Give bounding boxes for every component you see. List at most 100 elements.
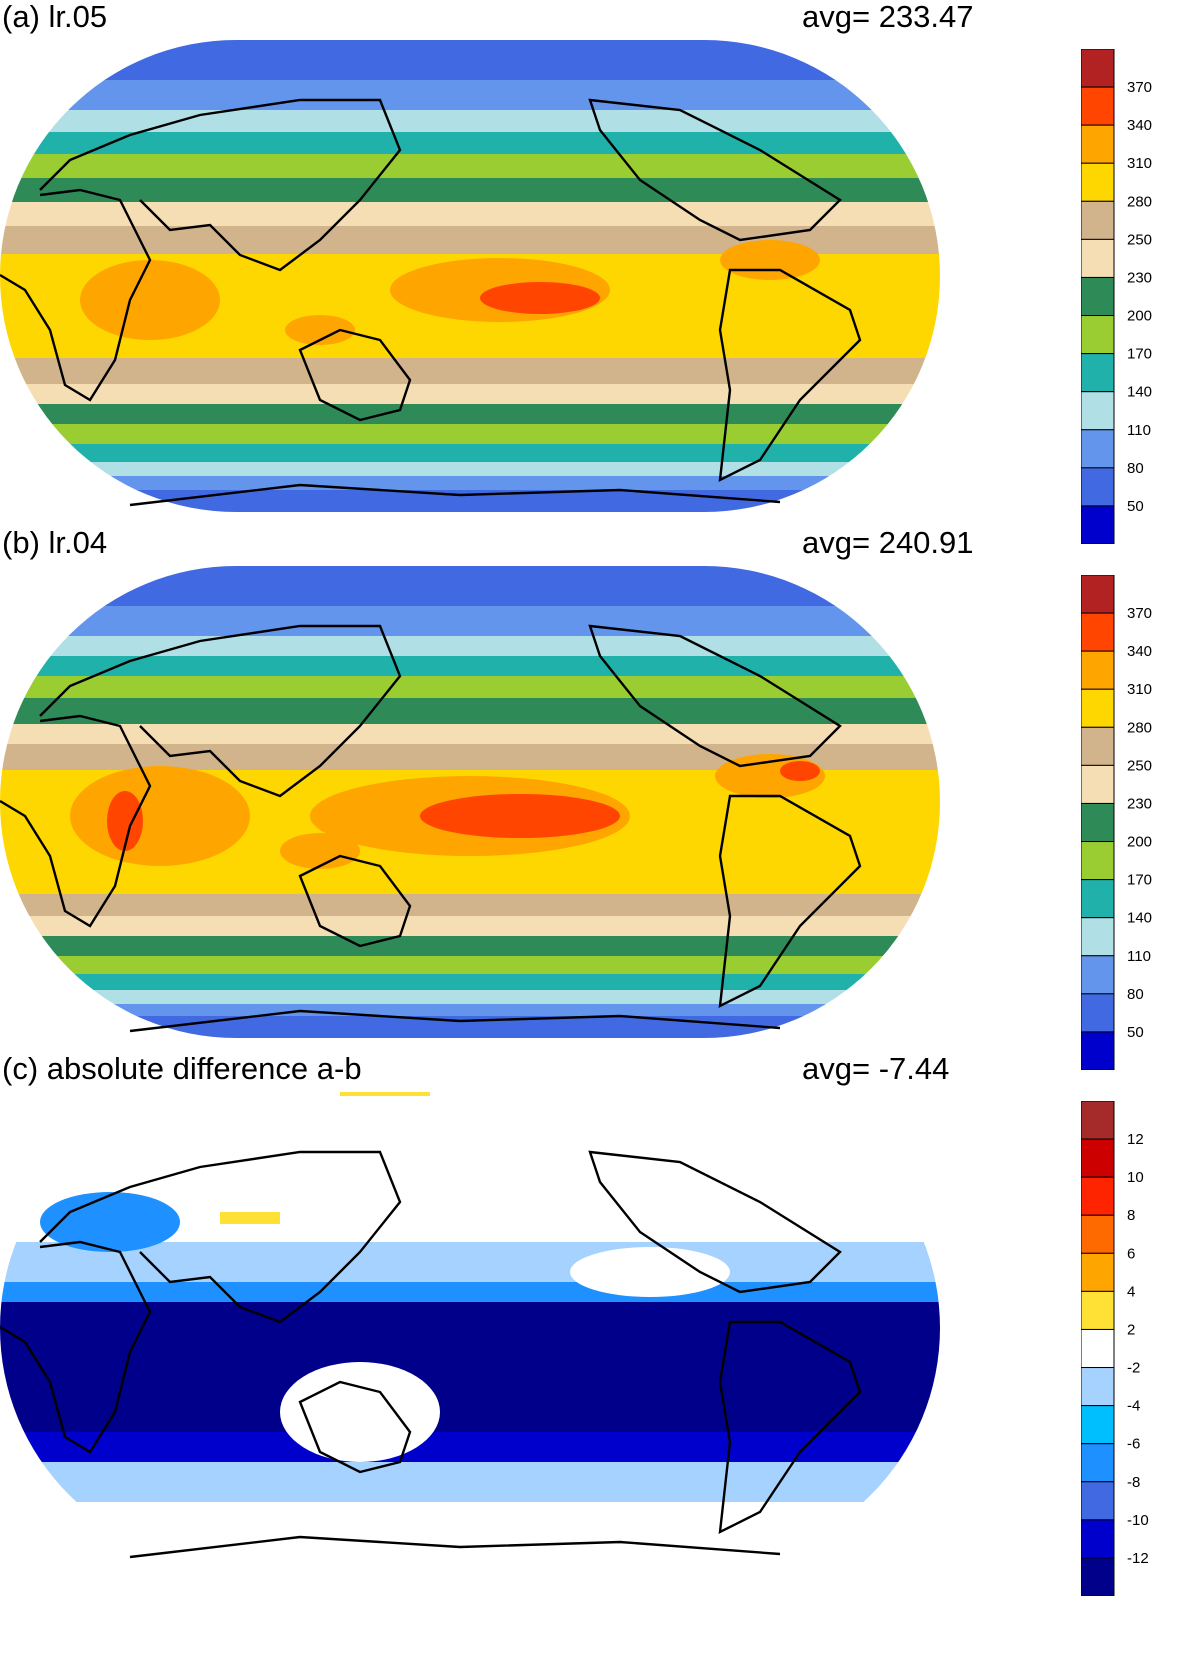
warm-pool-caribbean <box>720 240 820 280</box>
colorbar-swatch <box>1081 238 1115 278</box>
colorbar-swatch <box>1081 841 1115 881</box>
band-200-north <box>0 178 940 202</box>
band-110-south <box>0 462 940 476</box>
colorbar-swatch <box>1081 1290 1115 1330</box>
eurasia-coast <box>39 98 402 272</box>
colorbar-ticks: 12 10 8 6 4 2 -2 -4 -6 -8 -10 -12 <box>1127 1131 1149 1567</box>
colorbar-tick-label: 50 <box>1127 498 1144 515</box>
band-140-north <box>0 132 940 154</box>
colorbar-tick-label: 280 <box>1127 719 1152 736</box>
colorbar-swatch <box>1081 1443 1115 1483</box>
band-170-south <box>0 424 940 444</box>
colorbar-tick-label: 6 <box>1127 1245 1135 1262</box>
colorbar: 370 340 310 280 250 230 200 170 140 110 80 50 <box>1081 575 1152 1070</box>
colorbar-tick-label: -10 <box>1127 1512 1149 1529</box>
colorbar: 370 340 310 280 250 230 200 170 140 110 80 50 <box>1081 49 1152 544</box>
band-80-south <box>0 476 940 490</box>
colorbar-tick-label: 250 <box>1127 757 1152 774</box>
colorbar-tick-label: 12 <box>1127 1131 1144 1148</box>
colorbar-swatch <box>1081 650 1115 690</box>
colorbar-tick-label: 50 <box>1127 1024 1144 1041</box>
colorbar-swatch <box>1081 86 1115 126</box>
colorbar-tick-label: -6 <box>1127 1436 1140 1453</box>
colorbar-tick-label: 8 <box>1127 1207 1135 1224</box>
colorbar-tick-label: 370 <box>1127 605 1152 622</box>
colorbar-tick-label: 80 <box>1127 460 1144 477</box>
panel-title: (a) lr.05 <box>2 0 108 34</box>
colorbar-swatches <box>1081 49 1115 544</box>
warm-pool-indian <box>80 260 220 340</box>
panel-b: (b) lr.04 avg= 240.91 <box>0 526 1188 1085</box>
colorbar-swatch <box>1081 1101 1115 1140</box>
colorbar-swatch <box>1081 1519 1115 1559</box>
panel-a: (a) lr.05 avg= 233.47 <box>0 0 1188 559</box>
colorbar-tick-label: 80 <box>1127 986 1144 1003</box>
colorbar-swatch <box>1081 429 1115 469</box>
colorbar-tick-label: 2 <box>1127 1321 1135 1338</box>
colorbar-tick-label: 370 <box>1127 79 1152 96</box>
colorbar-swatch <box>1081 315 1115 355</box>
colorbar-tick-label: 230 <box>1127 795 1152 812</box>
colorbar-tick-label: 230 <box>1127 269 1152 286</box>
colorbar-tick-label: 310 <box>1127 155 1152 172</box>
panel-title: (c) absolute difference a-b <box>2 1051 362 1086</box>
colorbar-tick-label: 200 <box>1127 308 1152 325</box>
colorbar-swatch <box>1081 1214 1115 1254</box>
colorbar-tick-label: 280 <box>1127 193 1152 210</box>
colorbar-swatch <box>1081 124 1115 164</box>
band-110-north <box>0 110 940 132</box>
colorbar-tick-label: 10 <box>1127 1169 1144 1186</box>
colorbar-swatch <box>1081 1138 1115 1178</box>
colorbar-tick-label: 170 <box>1127 346 1152 363</box>
colorbar-swatch <box>1081 879 1115 919</box>
colorbar-swatch <box>1081 1481 1115 1521</box>
colorbar-swatch <box>1081 353 1115 393</box>
colorbar-ticks: 370 340 310 280 250 230 200 170 140 110 80 50 <box>1127 79 1152 515</box>
panel-average: avg= 240.91 <box>802 525 974 560</box>
colorbar-swatch <box>1081 726 1115 766</box>
colorbar-tick-label: 140 <box>1127 384 1152 401</box>
colorbar-swatch <box>1081 955 1115 995</box>
colorbar-swatch <box>1081 467 1115 507</box>
colorbar-swatches <box>1081 575 1115 1070</box>
colorbar-swatch <box>1081 391 1115 431</box>
warm-core-pacific <box>480 282 600 314</box>
band-polar-north <box>0 40 940 80</box>
africa-coast <box>0 188 152 402</box>
panel-title: (b) lr.04 <box>2 525 108 560</box>
colorbar-swatch <box>1081 49 1115 88</box>
colorbar-swatch <box>1081 162 1115 202</box>
colorbar-swatch <box>1081 1367 1115 1407</box>
colorbar-ticks: 370 340 310 280 250 230 200 170 140 110 80 50 <box>1127 605 1152 1041</box>
map-lr05 <box>0 40 940 512</box>
australia-coast <box>298 328 412 422</box>
panel-average: avg= -7.44 <box>802 1051 950 1086</box>
band-230-south <box>0 384 940 404</box>
band-200-south <box>0 404 940 424</box>
colorbar-swatch <box>1081 802 1115 843</box>
colorbar-swatch <box>1081 1405 1115 1445</box>
colorbar-swatch <box>1081 764 1115 804</box>
band-170-north <box>0 154 940 178</box>
band-250-south <box>0 358 940 384</box>
colorbar-swatch <box>1081 688 1115 728</box>
colorbar-tick-label: 140 <box>1127 910 1152 927</box>
colorbar-tick-label: -8 <box>1127 1474 1140 1491</box>
colorbar-swatch <box>1081 1557 1115 1596</box>
colorbar: 12 10 8 6 4 2 -2 -4 -6 -8 -10 -12 <box>1081 1101 1149 1596</box>
colorbar-swatch <box>1081 917 1115 957</box>
map-lr04 <box>0 566 940 1038</box>
colorbar-swatch <box>1081 575 1115 614</box>
colorbar-tick-label: -12 <box>1127 1550 1149 1567</box>
colorbar-swatch <box>1081 612 1115 652</box>
colorbar-swatches <box>1081 1101 1115 1596</box>
colorbar-tick-label: 310 <box>1127 681 1152 698</box>
colorbar-tick-label: 250 <box>1127 231 1152 248</box>
colorbar-tick-label: 200 <box>1127 834 1152 851</box>
coastlines <box>0 624 862 1033</box>
colorbar-tick-label: -2 <box>1127 1360 1140 1377</box>
panel-c: (c) absolute difference a-b avg= -7.44 <box>0 1052 1188 1611</box>
north-america-coast <box>588 98 842 242</box>
colorbar-tick-label: -4 <box>1127 1398 1140 1415</box>
coastlines <box>0 1150 862 1559</box>
